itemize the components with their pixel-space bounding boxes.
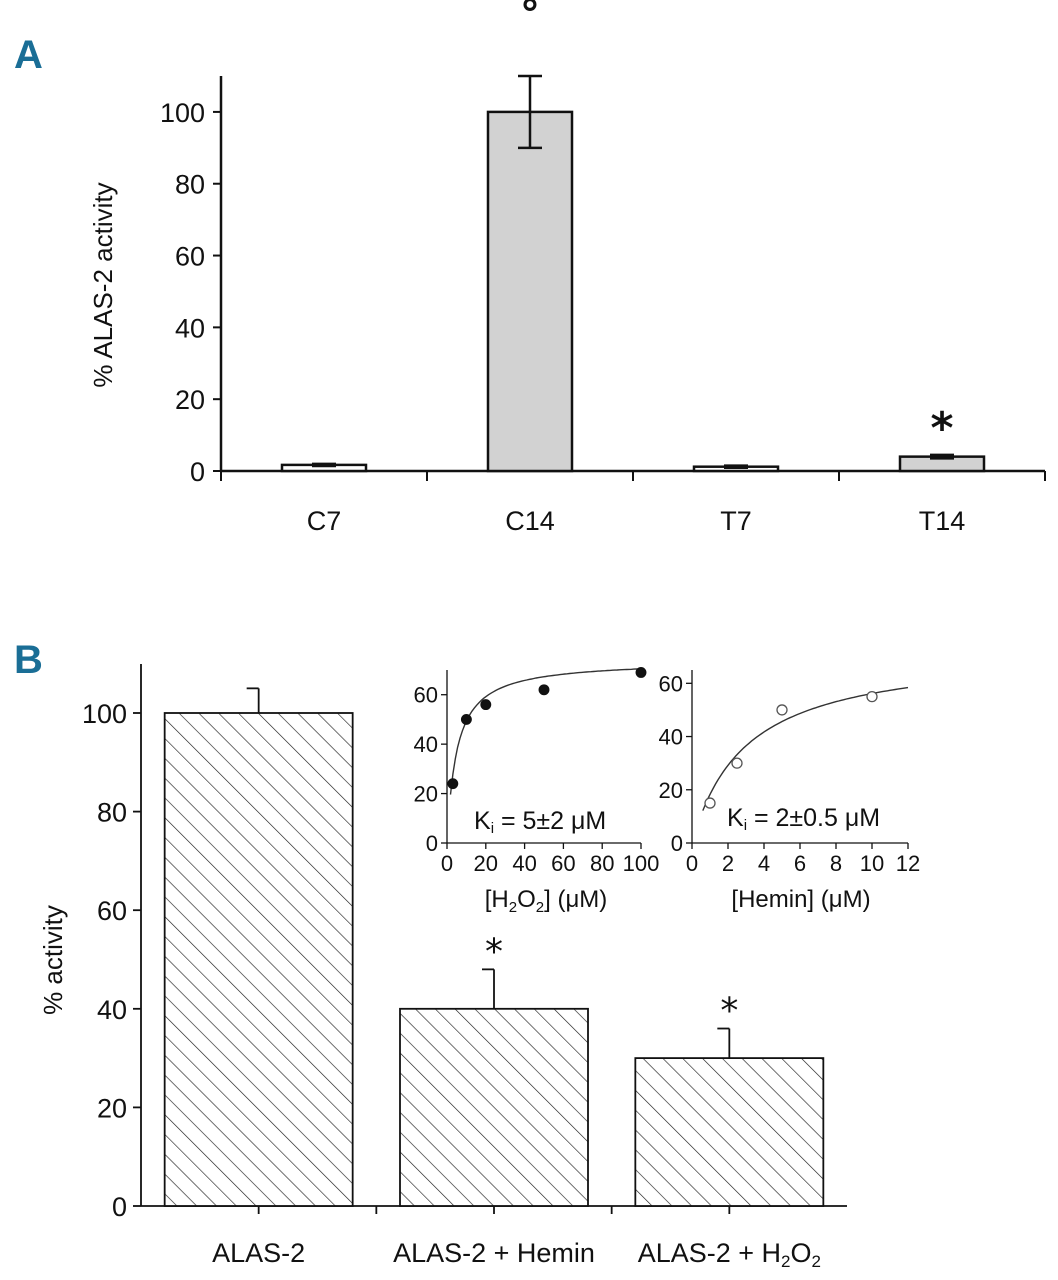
inset-ytick-label: 40 <box>659 725 683 750</box>
inset-xtick-label: 80 <box>590 851 614 876</box>
panel-a-ytick-label: 60 <box>175 242 205 272</box>
panel-b-ytick-label: 80 <box>97 798 127 828</box>
panel-a-category-label: T7 <box>720 506 752 536</box>
inset-data-point <box>460 713 472 725</box>
inset-ki-annotation: Ki = 5±2 μM <box>474 807 606 837</box>
inset-ytick-label: 20 <box>659 778 683 803</box>
panel-a-category-label: T14 <box>919 506 966 536</box>
inset-xtick-label: 12 <box>896 851 920 876</box>
inset-data-point <box>480 699 492 711</box>
panel-a-ytick-label: 40 <box>175 313 205 343</box>
inset-xlabel: [H2O2] (μM) <box>485 886 608 916</box>
inset-ytick-label: 20 <box>414 782 438 807</box>
inset-fit-curve <box>702 686 909 811</box>
inset-xtick-label: 100 <box>623 851 660 876</box>
panel-a-chart: % ALAS-2 activity 0 20 40 60 80 100 C7 C14 T7 T14… <box>88 0 1046 536</box>
inset-xtick-label: 2 <box>722 851 734 876</box>
panel-b-ytick-label: 100 <box>82 699 127 729</box>
inset-xtick-label: 4 <box>758 851 770 876</box>
panel-b-category-label: ALAS-2 <box>212 1238 305 1268</box>
significance-star: * <box>485 931 503 972</box>
inset-data-point <box>635 667 647 678</box>
inset-ytick-label: 40 <box>414 732 438 757</box>
inset-xtick-label: 60 <box>551 851 575 876</box>
inset-xtick-label: 0 <box>686 851 698 876</box>
panel-b-ytick-label: 20 <box>97 1093 127 1123</box>
inset-ytick-label: 0 <box>671 831 683 856</box>
inset-xlabel: [Hemin] (μM) <box>731 886 870 913</box>
panel-a-ytick-label: 0 <box>190 457 205 487</box>
inset-ki-annotation: Ki = 2±0.5 μM <box>727 804 880 834</box>
panel-b-bar <box>163 712 354 1207</box>
panel-a-category-label: C14 <box>505 506 555 536</box>
inset-h2o2-chart: 0 20 40 60 0 20 40 60 80 100 Ki = 5±2 μM [H2O2] (μM… <box>414 667 660 916</box>
inset-ytick-label: 0 <box>426 831 438 856</box>
panel-b-ytick-label: 40 <box>97 995 127 1025</box>
panel-a-ylabel: % ALAS-2 activity <box>88 182 118 387</box>
panel-b-bar <box>634 1057 825 1207</box>
inset-ytick-label: 60 <box>414 683 438 708</box>
panel-b-category-label: ALAS-2 + H2O2 <box>638 1238 821 1271</box>
panel-letter-a: A <box>14 33 43 77</box>
inset-xtick-label: 0 <box>441 851 453 876</box>
inset-data-point <box>776 704 788 716</box>
inset-data-point <box>866 690 878 703</box>
inset-data-point <box>731 757 743 769</box>
panel-a-category-label: C7 <box>307 506 342 536</box>
inset-data-point <box>704 797 716 809</box>
significance-circle: ° <box>520 0 540 38</box>
inset-xtick-label: 10 <box>860 851 884 876</box>
panel-b-ylabel: % activity <box>38 905 68 1015</box>
inset-xtick-label: 20 <box>474 851 498 876</box>
inset-xtick-label: 6 <box>794 851 806 876</box>
panel-a-bar <box>486 110 574 473</box>
inset-xtick-label: 8 <box>830 851 842 876</box>
panel-a-ytick-label: 80 <box>175 170 205 200</box>
panel-b-ytick-label: 0 <box>112 1192 127 1222</box>
panel-b-category-label: ALAS-2 + Hemin <box>393 1238 595 1268</box>
inset-fit-curve <box>449 668 642 795</box>
inset-xtick-label: 40 <box>512 851 536 876</box>
panel-letter-b: B <box>14 638 43 682</box>
panel-a-ytick-label: 20 <box>175 385 205 415</box>
inset-data-point <box>538 684 550 696</box>
significance-star: * <box>720 991 738 1032</box>
panel-a-ytick-label: 100 <box>160 98 205 128</box>
inset-ytick-label: 60 <box>659 671 683 696</box>
inset-data-point <box>447 778 459 790</box>
panel-b-ytick-label: 60 <box>97 896 127 926</box>
significance-star: * <box>930 403 953 454</box>
panel-b-bar <box>399 1007 589 1207</box>
